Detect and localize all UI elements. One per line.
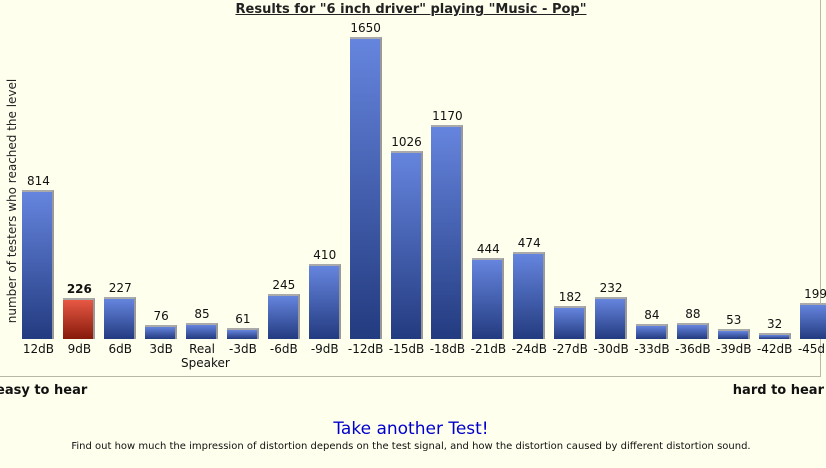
link[interactable]: Take another Test! <box>333 419 489 439</box>
value-label: 814 <box>26 174 50 188</box>
x-tick-label: 12dB <box>22 342 54 356</box>
x-tick-label: 9dB <box>67 342 92 356</box>
x-tick-label: 3dB <box>149 342 173 356</box>
bar <box>635 323 668 339</box>
value-label: 226 <box>66 281 92 296</box>
x-tick-label: -39dB <box>716 342 752 356</box>
value-label: 61 <box>235 311 251 326</box>
value-label: 32 <box>767 317 783 332</box>
value-label: 474 <box>517 236 541 251</box>
value-label: 199 <box>804 286 826 301</box>
bar <box>431 124 464 339</box>
x-tick-label: Real Speaker <box>181 342 230 370</box>
bar <box>63 297 96 339</box>
x-tick-label: -15dB <box>388 342 425 356</box>
bar <box>145 325 178 339</box>
bar <box>226 327 259 339</box>
value-label: 1026 <box>391 135 422 150</box>
bar <box>472 257 505 339</box>
x-tick-label: -36dB <box>675 342 711 356</box>
x-tick-label: -6dB <box>269 342 298 356</box>
x-tick-label: -3dB <box>229 342 257 356</box>
value-label: 227 <box>108 281 132 296</box>
x-tick-label: -45dB <box>797 342 826 356</box>
bar <box>758 333 791 339</box>
annotation: easy to hear <box>0 383 88 398</box>
x-tick-label: -9dB <box>310 342 339 356</box>
value-label: 444 <box>476 241 500 256</box>
y-axis-label: number of testers who reached the level <box>5 78 19 324</box>
value-label: 84 <box>644 307 660 322</box>
value-label: 1650 <box>350 21 381 35</box>
bar <box>390 151 423 339</box>
value-label: 85 <box>194 307 210 322</box>
description: Find out how much the impression of dist… <box>71 441 751 452</box>
bar <box>349 37 382 339</box>
bar <box>104 297 137 339</box>
annotation: hard to hear <box>732 383 824 398</box>
value-label: 410 <box>313 247 337 262</box>
value-label: 182 <box>558 289 582 304</box>
value-label: 76 <box>153 309 169 324</box>
value-label: 1170 <box>432 108 463 123</box>
x-tick-label: -21dB <box>470 342 507 356</box>
chart-title: Results for "6 inch driver" playing "Mus… <box>235 2 587 17</box>
x-tick-label: 6dB <box>108 342 132 356</box>
value-label: 245 <box>272 278 296 293</box>
bar <box>267 294 300 339</box>
bar <box>308 263 341 339</box>
x-tick-label: -18dB <box>429 342 466 356</box>
bar <box>513 252 546 339</box>
x-tick-label: -42dB <box>756 342 793 356</box>
x-tick-label: -27dB <box>552 342 588 356</box>
bar <box>595 296 628 339</box>
x-tick-label: -33dB <box>634 342 670 356</box>
bar <box>22 190 55 339</box>
x-tick-label: -12dB <box>347 342 384 356</box>
x-tick-label: -30dB <box>593 342 629 356</box>
bar <box>799 302 826 339</box>
bar <box>554 305 587 339</box>
value-label: 53 <box>726 313 742 328</box>
chart: Results for "6 inch driver" playing "Mus… <box>0 0 826 377</box>
bar <box>717 329 750 339</box>
bar <box>186 323 219 339</box>
value-label: 232 <box>599 280 623 295</box>
value-label: 88 <box>685 306 701 321</box>
x-tick-label: -24dB <box>511 342 547 356</box>
bar <box>676 322 709 339</box>
